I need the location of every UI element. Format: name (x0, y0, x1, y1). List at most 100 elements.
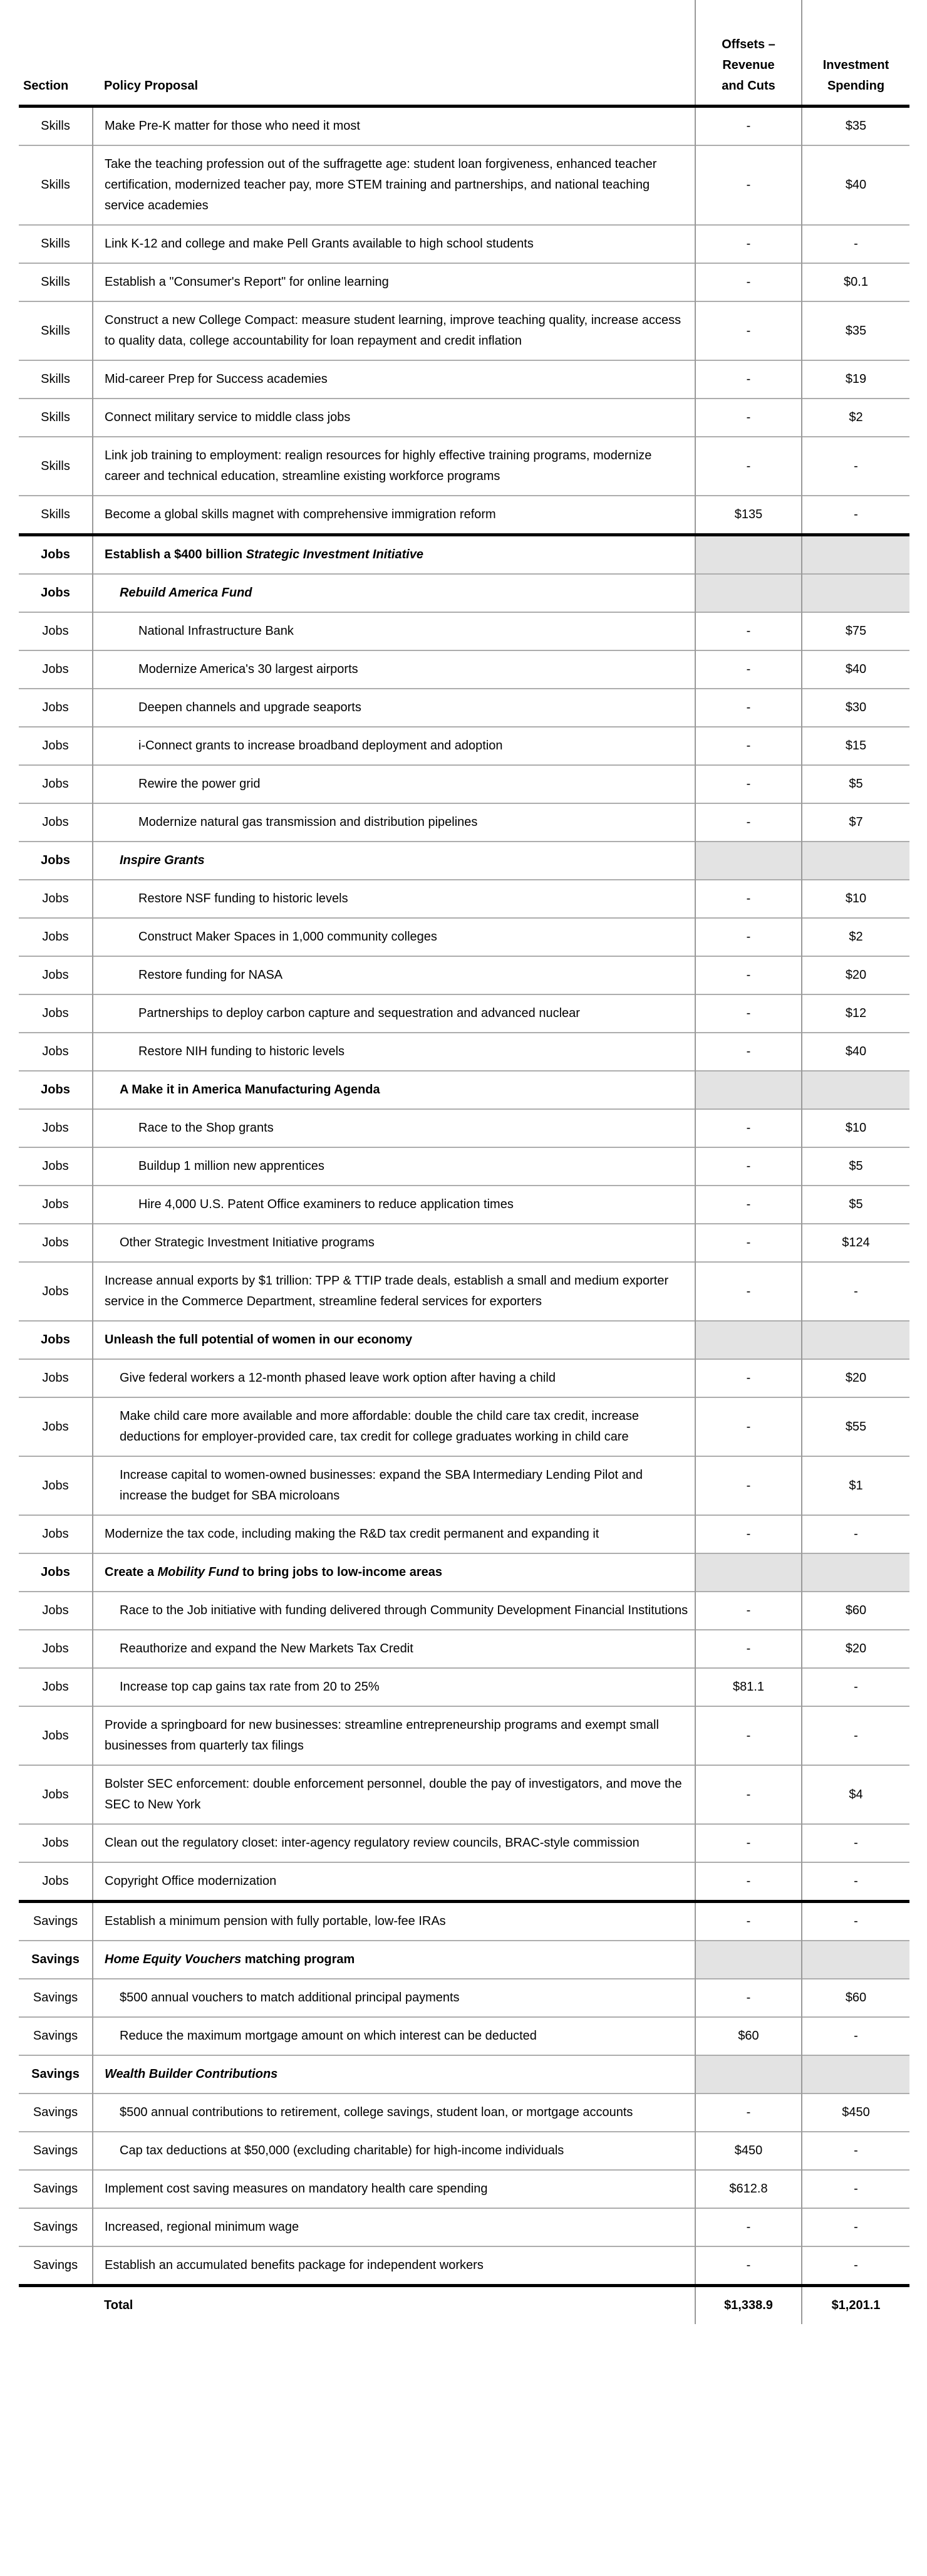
offsets-cell: - (695, 1358, 802, 1397)
section-cell: Jobs (19, 650, 93, 689)
proposal-cell: Take the teaching profession out of the … (92, 145, 695, 225)
proposal-cell: Construct a new College Compact: measure… (92, 301, 695, 360)
table-row: Jobs Deepen channels and upgrade seaports… (19, 688, 909, 727)
offsets-cell: - (695, 1978, 802, 2017)
investment-cell: $5 (801, 1147, 909, 1186)
investment-cell: - (801, 224, 909, 263)
header-policy-proposal: Policy Proposal (93, 0, 695, 108)
proposal-cell: Give federal workers a 12-month phased l… (92, 1358, 695, 1397)
offsets-cell: - (695, 803, 802, 842)
section-cell: Jobs (19, 1629, 93, 1668)
section-cell: Jobs (19, 1223, 93, 1262)
section-cell: Jobs (19, 533, 93, 574)
proposal-text: Provide a springboard for new businesses… (105, 1718, 659, 1753)
investment-cell: $5 (801, 764, 909, 803)
table-row: Skills Take the teaching profession out o… (19, 145, 909, 225)
proposal-cell: National Infrastructure Bank (92, 612, 695, 650)
table-row: Skills Link job training to employment: r… (19, 436, 909, 496)
table-row: Jobs Restore NIH funding to historic leve… (19, 1032, 909, 1071)
proposal-text: Race to the Job initiative with funding … (120, 1603, 688, 1617)
investment-cell: - (801, 2208, 909, 2246)
proposal-text: Give federal workers a 12-month phased l… (120, 1371, 556, 1385)
investment-cell (801, 1320, 909, 1359)
offsets-cell (695, 573, 802, 612)
table-row: Jobs Clean out the regulatory closet: int… (19, 1823, 909, 1862)
investment-cell: - (801, 1667, 909, 1706)
section-cell: Jobs (19, 1706, 93, 1765)
table-row: Jobs Create a Mobility Fund to bring jobs… (19, 1553, 909, 1592)
header-investment-spending: Investment Spending (801, 0, 909, 108)
proposal-cell: Modernize natural gas transmission and d… (92, 803, 695, 842)
investment-cell (801, 2055, 909, 2094)
table-row: Savings Implement cost saving measures on… (19, 2169, 909, 2208)
offsets-cell: - (695, 360, 802, 399)
section-cell: Skills (19, 105, 93, 145)
section-cell: Savings (19, 2169, 93, 2208)
proposal-text: Take the teaching profession out of the … (105, 157, 657, 212)
proposal-text: Modernize the tax code, including making… (105, 1527, 599, 1541)
investment-cell: $40 (801, 145, 909, 225)
proposal-text: Unleash the full potential of women in o… (105, 1333, 413, 1347)
proposal-cell: Establish a $400 billion Strategic Inves… (92, 533, 695, 574)
table-row: Skills Link K-12 and college and make Pel… (19, 224, 909, 263)
proposal-cell: i-Connect grants to increase broadband d… (92, 726, 695, 765)
section-cell: Skills (19, 301, 93, 360)
section-cell: Jobs (19, 917, 93, 956)
proposal-text: Total (104, 2298, 133, 2312)
section-cell: Savings (19, 1978, 93, 2017)
proposal-cell: Copyright Office modernization (92, 1862, 695, 1902)
table-row: Skills Become a global skills magnet with… (19, 495, 909, 535)
table-row: Jobs Increase capital to women-owned busi… (19, 1456, 909, 1515)
section-cell: Jobs (19, 1070, 93, 1109)
proposal-cell: Construct Maker Spaces in 1,000 communit… (92, 917, 695, 956)
proposal-text: Bolster SEC enforcement: double enforcem… (105, 1777, 682, 1812)
section-cell: Jobs (19, 1032, 93, 1071)
investment-cell: - (801, 1900, 909, 1941)
proposal-cell: Create a Mobility Fund to bring jobs to … (92, 1553, 695, 1592)
proposal-cell: Reduce the maximum mortgage amount on wh… (92, 2016, 695, 2055)
proposal-text: Establish a $400 billion (105, 548, 246, 561)
proposal-cell: Rebuild America Fund (92, 573, 695, 612)
section-cell: Jobs (19, 1358, 93, 1397)
proposal-cell: Increased, regional minimum wage (92, 2208, 695, 2246)
section-cell: Jobs (19, 1147, 93, 1186)
proposal-cell: Race to the Job initiative with funding … (92, 1591, 695, 1630)
offsets-cell: - (695, 1862, 802, 1902)
offsets-cell: - (695, 145, 802, 225)
investment-cell: $1 (801, 1456, 909, 1515)
table-row: Savings Establish a minimum pension with … (19, 1900, 909, 1941)
table-row: Jobs Make child care more available and m… (19, 1397, 909, 1456)
section-cell: Jobs (19, 1185, 93, 1224)
section-cell: Jobs (19, 1108, 93, 1147)
investment-cell: $75 (801, 612, 909, 650)
proposal-text: Link K-12 and college and make Pell Gran… (105, 237, 534, 251)
offsets-cell: - (695, 726, 802, 765)
proposal-text: A Make it in America Manufacturing Agend… (120, 1083, 380, 1097)
investment-cell: - (801, 1862, 909, 1902)
investment-cell (801, 1940, 909, 1979)
proposal-text: Modernize natural gas transmission and d… (138, 815, 478, 829)
offsets-cell: $81.1 (695, 1667, 802, 1706)
offsets-cell: - (695, 1108, 802, 1147)
table-row: Jobs Modernize America's 30 largest airpo… (19, 650, 909, 689)
investment-cell: $7 (801, 803, 909, 842)
offsets-cell: - (695, 398, 802, 437)
total-row: Total $1,338.9 $1,201.1 (19, 2284, 909, 2324)
investment-cell (801, 573, 909, 612)
proposal-cell: Restore funding for NASA (92, 956, 695, 994)
offsets-cell: - (695, 956, 802, 994)
investment-cell: $5 (801, 1185, 909, 1224)
proposal-cell: Cap tax deductions at $50,000 (excluding… (92, 2131, 695, 2170)
table-row: Jobs A Make it in America Manufacturing A… (19, 1070, 909, 1109)
offsets-cell: - (695, 917, 802, 956)
table-row: Jobs Copyright Office modernization - - (19, 1862, 909, 1902)
table-row: Jobs National Infrastructure Bank - $75 (19, 612, 909, 650)
proposal-text: Deepen channels and upgrade seaports (138, 701, 361, 714)
table-row: Savings Cap tax deductions at $50,000 (ex… (19, 2131, 909, 2170)
proposal-text: Modernize America's 30 largest airports (138, 662, 358, 676)
proposal-cell: Connect military service to middle class… (92, 398, 695, 437)
proposal-text: Implement cost saving measures on mandat… (105, 2182, 488, 2196)
offsets-cell: $60 (695, 2016, 802, 2055)
section-cell: Jobs (19, 726, 93, 765)
